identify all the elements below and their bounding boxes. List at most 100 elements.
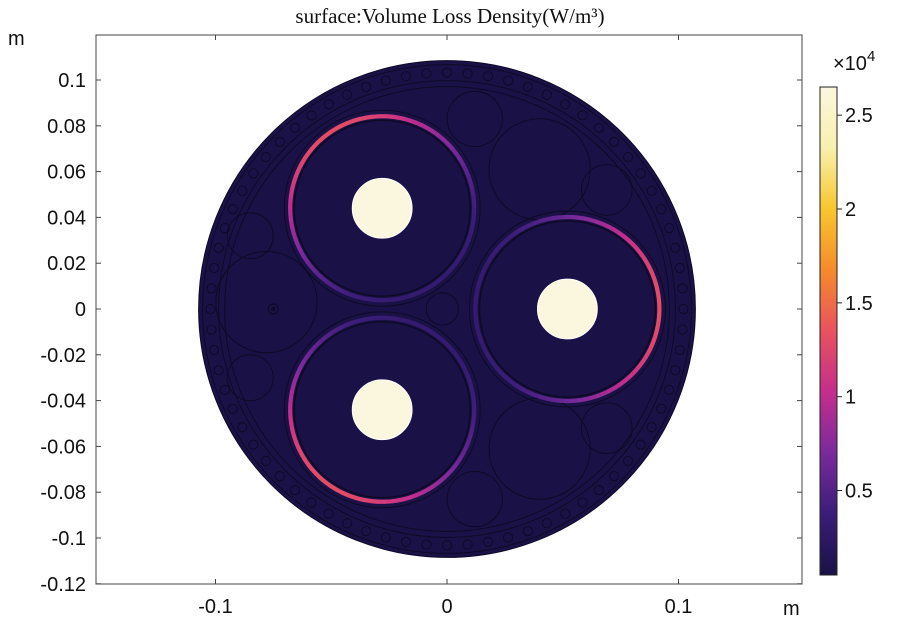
- sheath-loss-segment: [290, 226, 297, 236]
- sheath-loss-segment: [289, 182, 296, 191]
- sheath-loss-segment: [371, 315, 380, 321]
- armour-wire: [635, 439, 646, 450]
- sheath-loss-segment: [409, 319, 418, 327]
- armour-wire: [609, 136, 620, 147]
- y-tick-label: -0.08: [40, 482, 86, 504]
- sheath-loss-segment: [290, 428, 297, 437]
- armour-wire: [441, 67, 453, 78]
- y-tick-label: -0.1: [52, 528, 86, 550]
- sheath-loss-segment: [391, 498, 400, 504]
- sheath-loss-segment: [526, 389, 535, 397]
- armour-wire: [522, 526, 533, 537]
- armour-wire: [670, 242, 681, 253]
- armour-wire: [323, 99, 334, 110]
- sheath-loss-segment: [649, 338, 657, 348]
- sheath-loss-segment: [466, 175, 473, 184]
- sheath-loss-segment: [291, 377, 298, 386]
- sheath-loss-segment: [589, 394, 598, 401]
- conductor: [351, 379, 413, 441]
- sheath-loss-segment: [464, 439, 471, 449]
- sheath-loss-segment: [481, 264, 489, 274]
- sheath-loss-segment: [371, 114, 380, 119]
- sheath-loss-segment: [551, 397, 559, 403]
- y-axis: 0.1 0.08 0.06 0.04 0.02 0 -0.02 -0.04 -0.06 -0.08…: [40, 70, 802, 596]
- armour-wire: [635, 168, 646, 179]
- sheath-loss-segment: [646, 344, 654, 354]
- armour-wire: [622, 151, 634, 163]
- sheath-loss-segment: [463, 169, 471, 178]
- core-outer-boundary: [468, 210, 666, 408]
- sheath-loss-segment: [346, 493, 356, 500]
- armour-wire: [678, 303, 689, 315]
- sheath-loss-segment: [358, 317, 367, 323]
- armour-wire: [656, 203, 667, 215]
- sheath-loss-segment: [537, 217, 546, 224]
- armour-wire: [674, 344, 685, 356]
- armour-wire: [213, 242, 224, 253]
- armour-wire: [306, 110, 317, 121]
- sheath-loss-segment: [358, 115, 367, 122]
- armour-wire: [323, 508, 334, 519]
- colorbar-tick-label: 2: [845, 199, 856, 221]
- sheath-loss-segment: [550, 215, 558, 221]
- sheath-loss-segment: [468, 181, 475, 190]
- armour-wire: [227, 203, 238, 215]
- sheath-loss-segment: [397, 496, 406, 503]
- armour-wire: [441, 540, 453, 551]
- y-axis-unit: m: [8, 28, 25, 50]
- sheath-loss-segment: [649, 269, 656, 279]
- colorbar-gradient: [819, 86, 838, 576]
- sheath-loss-segment: [543, 216, 552, 223]
- armour-wire: [206, 283, 217, 294]
- cable-cross-section: [198, 60, 696, 558]
- sheath-loss-segment: [289, 383, 296, 393]
- sheath-loss-segment: [655, 320, 661, 329]
- sheath-loss-segment: [576, 397, 585, 403]
- sheath-loss-segment: [352, 318, 361, 325]
- armour-wire: [209, 344, 220, 356]
- sheath-loss-segment: [582, 216, 591, 222]
- colorbar-multiplier: ×104: [833, 48, 875, 75]
- sheath-loss-segment: [651, 332, 659, 342]
- armour-wire: [274, 471, 285, 482]
- sheath-loss-segment: [396, 115, 405, 122]
- sheath-loss-segment: [288, 188, 295, 197]
- colorbar: ×104 0.5 1 1.5 2 2.5: [819, 48, 875, 576]
- sheath-loss-segment: [364, 316, 373, 322]
- colorbar-tick-label: 1.5: [845, 293, 873, 315]
- y-tick-label: -0.12: [40, 574, 86, 596]
- sheath-loss-segment: [476, 276, 483, 286]
- sheath-loss-segment: [288, 390, 295, 399]
- sheath-loss-segment: [600, 221, 609, 229]
- sheath-loss-segment: [468, 225, 475, 235]
- armour-wire: [380, 532, 391, 543]
- armour-wire: [205, 303, 216, 315]
- x-axis-unit: m: [783, 598, 800, 620]
- chart-title: surface:Volume Loss Density(W/m³): [295, 4, 604, 28]
- sheath-loss-segment: [295, 164, 303, 173]
- y-tick-label: 0: [75, 299, 86, 321]
- sheath-loss-segment: [414, 120, 424, 128]
- sheath-loss-segment: [556, 214, 565, 220]
- armour-wire: [421, 68, 432, 79]
- conductor: [351, 177, 413, 239]
- armour-boundary: [218, 80, 676, 538]
- armour-wire: [677, 283, 688, 294]
- sheath-loss-segment: [470, 219, 476, 228]
- armour-wire: [664, 384, 675, 395]
- sheath-loss-segment: [461, 445, 469, 454]
- y-tick-label: 0.1: [58, 70, 86, 92]
- sheath-loss-segment: [340, 120, 349, 128]
- sheath-loss-segment: [340, 490, 350, 498]
- fibre-optic-core: [271, 307, 276, 311]
- sheath-loss-segment: [365, 296, 374, 302]
- filler-profile: [425, 292, 459, 326]
- colorbar-multiplier-base: ×10: [833, 53, 867, 75]
- sheath-loss-segment: [288, 396, 294, 405]
- armour-boundary: [202, 64, 692, 554]
- sheath-loss-segment: [353, 293, 362, 300]
- armour-wire: [541, 518, 553, 529]
- colorbar-tick-label: 0.5: [845, 481, 873, 503]
- armour-wire: [664, 223, 675, 234]
